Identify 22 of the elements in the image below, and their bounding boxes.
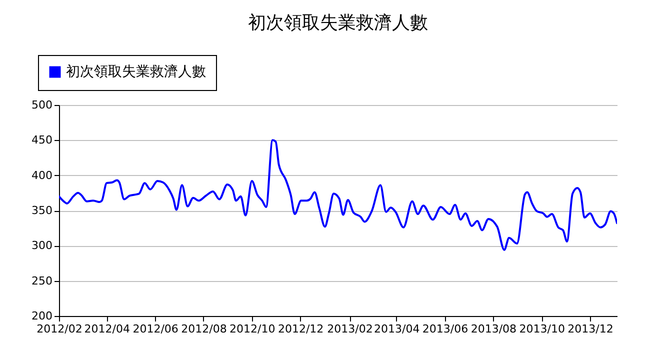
line-series bbox=[59, 139, 617, 251]
y-tick-label: 300 bbox=[32, 239, 52, 252]
y-tick-label: 400 bbox=[32, 168, 52, 182]
x-tick-label: 2012/10 bbox=[230, 322, 276, 336]
x-tick-label: 2013/06 bbox=[422, 322, 468, 336]
x-tick-label: 2013/12 bbox=[568, 322, 614, 336]
x-tick-label: 2012/12 bbox=[278, 322, 324, 336]
y-tick-label: 450 bbox=[32, 134, 52, 147]
x-tick-label: 2012/06 bbox=[132, 322, 178, 336]
x-tick-label: 2012/08 bbox=[181, 322, 227, 336]
legend-label: 初次領取失業救濟人數 bbox=[66, 64, 206, 80]
y-tick-label: 500 bbox=[32, 98, 52, 112]
x-tick-label: 2013/02 bbox=[327, 322, 373, 336]
y-tick-label: 200 bbox=[32, 310, 52, 322]
chart-title: 初次領取失業救濟人數 bbox=[248, 12, 428, 34]
y-tick-label: 250 bbox=[32, 274, 52, 288]
y-tick-label: 350 bbox=[32, 204, 52, 217]
x-tick-label: 2012/02 bbox=[36, 322, 82, 336]
x-tick-label: 2012/04 bbox=[84, 322, 130, 336]
x-tick-label: 2013/04 bbox=[374, 322, 420, 336]
x-tick-label: 2013/08 bbox=[470, 322, 517, 336]
x-tick-label: 2013/10 bbox=[519, 322, 565, 336]
